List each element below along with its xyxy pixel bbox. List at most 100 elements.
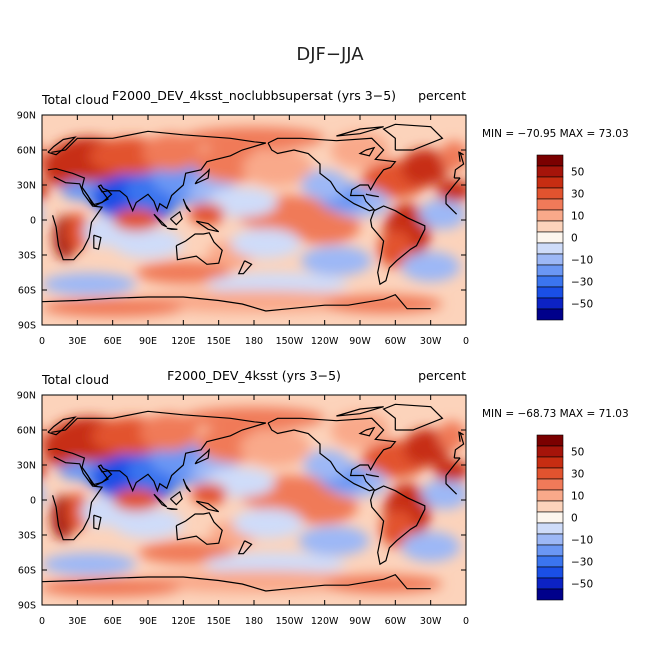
coastline: [369, 205, 426, 286]
x-tick-label: 90E: [139, 616, 157, 627]
field-blob: [42, 428, 78, 467]
y-tick-label: 30N: [17, 181, 36, 192]
x-tick-label: 60W: [385, 336, 407, 347]
map-panel-1: Total cloud F2000_DEV_4ksst_noclubbsuper…: [17, 88, 629, 347]
y-tick-label: 30S: [18, 251, 36, 262]
x-tick-label: 150E: [207, 616, 231, 627]
colorbar-swatch: [536, 577, 564, 590]
y-tick-label: 60N: [17, 146, 36, 157]
field-blob: [436, 179, 466, 203]
x-tick-label: 150W: [276, 616, 304, 627]
coastline: [382, 403, 444, 431]
x-tick-label: 90W: [349, 616, 371, 627]
y-tick-label: 90S: [18, 321, 36, 332]
colorbar-label: 30: [571, 189, 584, 201]
coastline: [365, 193, 379, 198]
coastline: [194, 168, 211, 185]
field-blob: [242, 148, 313, 187]
coastline: [458, 151, 464, 162]
field-blob: [42, 552, 137, 576]
x-tick-label: 120E: [171, 616, 195, 627]
field-blob: [42, 578, 181, 597]
field-blob: [42, 298, 184, 317]
field-blob: [440, 140, 466, 171]
panel-2-title-left: Total cloud: [41, 372, 109, 387]
field-blob: [289, 207, 360, 245]
panel-1-field: [42, 115, 466, 325]
panel-2-x-axis: 0 30E 60E 90E 120E 150E 180 150W 120W 90W 60W 30W 0: [39, 395, 469, 627]
x-tick-label: 180: [245, 336, 263, 347]
field-blob: [324, 294, 443, 314]
x-tick-label: 180: [245, 616, 263, 627]
colorbar-label: −30: [571, 277, 593, 289]
colorbar-label: 30: [571, 469, 584, 481]
field-blob: [301, 170, 349, 200]
panel-1-x-axis: 0 30E 60E 90E 120E 150E 180 150W 120W 90W 60W 30W 0: [39, 115, 469, 347]
colorbar-swatch: [536, 198, 564, 211]
field-blob: [183, 407, 325, 430]
field-blob: [42, 487, 45, 501]
x-tick-label: 150E: [207, 336, 231, 347]
coastline: [169, 490, 183, 506]
field-blob: [183, 127, 325, 150]
coastline: [194, 448, 211, 465]
colorbar-swatch: [536, 176, 564, 189]
field-blob: [401, 531, 461, 562]
colorbar-label: 0: [571, 513, 578, 525]
colorbar-swatch: [536, 209, 564, 222]
x-tick-label: 30W: [420, 336, 442, 347]
field-blob: [230, 228, 302, 259]
colorbar-swatch: [536, 489, 564, 502]
panel-1-title-right: percent: [418, 88, 466, 103]
colorbar-swatch: [536, 220, 564, 233]
coastline: [47, 130, 465, 213]
x-tick-label: 60E: [104, 616, 122, 627]
coastline: [182, 198, 191, 213]
colorbar-swatch: [536, 297, 564, 310]
y-tick-label: 0: [30, 216, 36, 227]
figure-title: DJF−JJA: [296, 44, 364, 65]
y-tick-label: 60S: [18, 566, 36, 577]
colorbar-label: −10: [571, 255, 593, 267]
x-tick-label: 0: [463, 336, 469, 347]
colorbar-label: −50: [571, 579, 593, 591]
coastline: [93, 234, 102, 250]
colorbar-label: −30: [571, 557, 593, 569]
x-tick-label: 150W: [276, 336, 304, 347]
colorbar-swatch: [536, 165, 564, 178]
field-blob: [112, 508, 184, 539]
field-blob: [136, 290, 372, 313]
panel-1-y-axis: 90N 60N 30N 0 30S 60S 90S: [17, 111, 466, 332]
y-tick-label: 90N: [17, 391, 36, 402]
colorbar-swatch: [536, 588, 564, 601]
colorbar-swatch: [536, 456, 564, 469]
x-tick-label: 120E: [171, 336, 195, 347]
field-blob: [298, 525, 370, 556]
panel-2-colorbar: 50 30 10 0 −10 −30 −50: [536, 434, 593, 601]
field-blob: [401, 148, 449, 187]
coastline: [182, 478, 191, 493]
colorbar-label: 10: [571, 211, 584, 223]
colorbar-label: 50: [571, 167, 584, 179]
colorbar-swatch: [536, 555, 564, 568]
field-blob: [206, 272, 349, 296]
panel-2-coastlines: [42, 403, 465, 592]
field-blob: [434, 459, 466, 483]
field-blob: [401, 251, 461, 282]
colorbar-swatch: [536, 566, 564, 579]
coastline: [336, 406, 384, 417]
field-blob: [232, 508, 304, 539]
colorbar-swatch: [536, 478, 564, 491]
field-blob: [239, 428, 311, 467]
y-tick-label: 60N: [17, 426, 36, 437]
field-blob: [324, 574, 443, 594]
x-tick-label: 0: [463, 616, 469, 627]
x-tick-label: 90E: [139, 336, 157, 347]
field-blob: [418, 199, 466, 230]
colorbar-label: 0: [571, 233, 578, 245]
coastline: [237, 260, 253, 275]
colorbar-swatch: [536, 308, 564, 321]
colorbar-swatch: [536, 253, 564, 266]
y-tick-label: 30N: [17, 461, 36, 472]
coastline: [195, 220, 220, 233]
